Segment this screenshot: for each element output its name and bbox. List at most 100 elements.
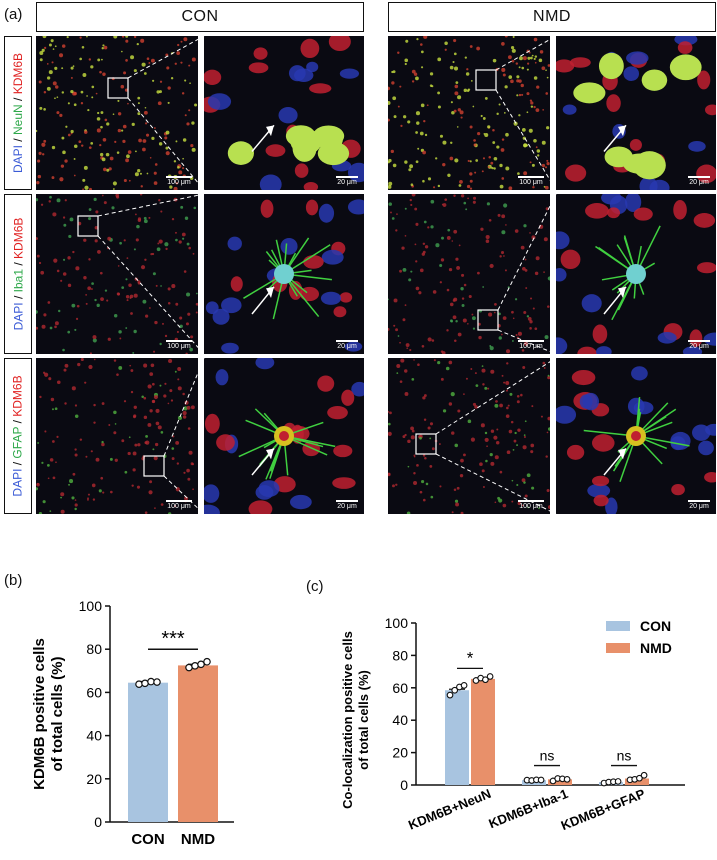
- micrograph-image: [36, 358, 198, 514]
- chart-c: Co-localization positive cellsof total c…: [340, 615, 685, 833]
- micrograph-r3-c1: 100 μm: [36, 358, 198, 514]
- zoom-connector-line: [97, 193, 205, 217]
- micrograph-r3-c4: 20 μm: [556, 358, 716, 514]
- micrograph-r2-c2: 20 μm: [204, 194, 364, 354]
- scale-bar: 100 μm: [166, 176, 192, 186]
- zoom-connector-line: [495, 89, 557, 191]
- zoom-connector-line: [127, 35, 205, 79]
- scale-bar: 20 μm: [688, 176, 710, 186]
- zoom-connector-line: [495, 35, 557, 71]
- row-label-iba1: DAPI / Iba1 / KDM6B: [4, 194, 32, 354]
- chart-b-point: [197, 660, 205, 669]
- chart-c-y-tick-label: 0: [400, 777, 408, 793]
- row-label-gfap: DAPI / GFAP / KDM6B: [4, 358, 32, 514]
- zoom-connector-line: [163, 475, 205, 515]
- scale-bar: 100 μm: [518, 340, 544, 350]
- chart-c-y-tick-label: 20: [392, 745, 408, 761]
- chart-b-y-tick-label: 0: [94, 814, 102, 830]
- chart-b-bar-con: [128, 682, 168, 822]
- scale-bar-label: 20 μm: [689, 179, 709, 186]
- panel-b-label: (b): [4, 572, 23, 589]
- micrograph-r1-c4: 20 μm: [556, 36, 716, 190]
- scale-bar: 20 μm: [336, 176, 358, 186]
- micrograph-image: [556, 36, 716, 190]
- row-label-neun: DAPI / NeuN / KDM6B: [4, 36, 32, 190]
- chart-c-significance-label: ns: [617, 748, 632, 764]
- chart-c-legend-label: NMD: [640, 640, 672, 656]
- micrograph-image: [556, 194, 716, 354]
- scale-bar-label: 100 μm: [167, 343, 191, 350]
- chart-c-legend-swatch-con: [606, 621, 630, 631]
- chart-b-bar-nmd: [178, 665, 218, 822]
- scale-bar: 20 μm: [688, 340, 710, 350]
- scale-bar: 100 μm: [166, 340, 192, 350]
- micrograph-image: [388, 358, 550, 514]
- chart-c-point: [460, 682, 468, 689]
- chart-c-point: [636, 774, 643, 782]
- scale-bar: 20 μm: [336, 500, 358, 510]
- chart-b-y-tick-label: 40: [86, 728, 102, 744]
- zoom-connector-line: [163, 357, 205, 457]
- chart-b-point: [153, 678, 161, 686]
- micrograph-r2-c3: 100 μm: [388, 194, 550, 354]
- zoom-connector-line: [497, 329, 557, 355]
- scale-bar: 100 μm: [518, 176, 544, 186]
- chart-b-point: [203, 657, 211, 666]
- chart-b-y-axis-label: KDM6B positive cellsof total cells (%): [31, 638, 66, 790]
- scale-bar-label: 20 μm: [689, 503, 709, 510]
- micrograph-r1-c2: 20 μm: [204, 36, 364, 190]
- chart-c-point: [446, 691, 454, 699]
- group-nmd-label: NMD: [533, 8, 571, 25]
- chart-c-x-tick-label: KDM6B+GFAP: [559, 786, 648, 833]
- scale-bar-label: 20 μm: [337, 179, 357, 186]
- scale-bar-label: 100 μm: [519, 503, 543, 510]
- zoom-connector-line: [127, 97, 205, 191]
- chart-c-significance-label: ns: [540, 748, 555, 764]
- micrograph-image: [36, 36, 198, 190]
- chart-b-point: [191, 662, 199, 670]
- scale-bar-label: 100 μm: [167, 503, 191, 510]
- chart-c-x-tick-label: KDM6B+NeuN: [406, 786, 493, 833]
- zoom-connector-line: [435, 357, 557, 435]
- micrograph-image: [204, 194, 364, 354]
- zoom-connector-line: [97, 235, 205, 355]
- micrograph-image: [204, 358, 364, 514]
- chart-c-legend-label: CON: [640, 618, 671, 634]
- micrograph-image: [556, 358, 716, 514]
- chart-b-y-tick-label: 20: [86, 771, 102, 787]
- micrograph-r3-c3: 100 μm: [388, 358, 550, 514]
- chart-c-legend-swatch-nmd: [606, 643, 630, 653]
- zoom-connectors: [0, 0, 717, 520]
- panel-c-label: (c): [306, 578, 324, 595]
- chart-c-bar-nmd: [471, 678, 495, 785]
- chart-c-point: [563, 775, 571, 783]
- micrograph-r3-c2: 20 μm: [204, 358, 364, 514]
- zoom-connector-line: [497, 193, 557, 311]
- scale-bar: 20 μm: [336, 340, 358, 350]
- chart-c-point: [486, 673, 494, 680]
- chart-b-y-tick-label: 60: [86, 684, 102, 700]
- micrograph-image: [388, 36, 550, 190]
- chart-c-significance-label: *: [467, 648, 474, 667]
- micrograph-r2-c4: 20 μm: [556, 194, 716, 354]
- chart-c-point: [614, 778, 622, 785]
- micrograph-image: [388, 194, 550, 354]
- chart-c-y-axis-label: Co-localization positive cellsof total c…: [340, 631, 371, 809]
- scale-bar-label: 100 μm: [519, 179, 543, 186]
- chart-c-bar-nmd: [548, 779, 572, 785]
- chart-b-x-tick-label: CON: [131, 831, 164, 848]
- scale-bar-label: 20 μm: [337, 503, 357, 510]
- scale-bar: 20 μm: [688, 500, 710, 510]
- chart-c-bar-con: [445, 690, 469, 785]
- chart-b-y-tick-label: 100: [79, 598, 103, 614]
- panel-a-label: (a): [4, 6, 23, 23]
- micrograph-r1-c3: 100 μm: [388, 36, 550, 190]
- scale-bar-label: 20 μm: [689, 343, 709, 350]
- chart-c-y-tick-label: 40: [392, 712, 408, 728]
- chart-c-point: [451, 686, 459, 694]
- scale-bar-label: 100 μm: [167, 179, 191, 186]
- chart-b: KDM6B positive cellsof total cells (%) 0 2…: [31, 598, 234, 848]
- chart-c-x-tick-label: KDM6B+Iba-1: [486, 786, 570, 831]
- micrograph-image: [36, 194, 198, 354]
- scale-bar-label: 20 μm: [337, 343, 357, 350]
